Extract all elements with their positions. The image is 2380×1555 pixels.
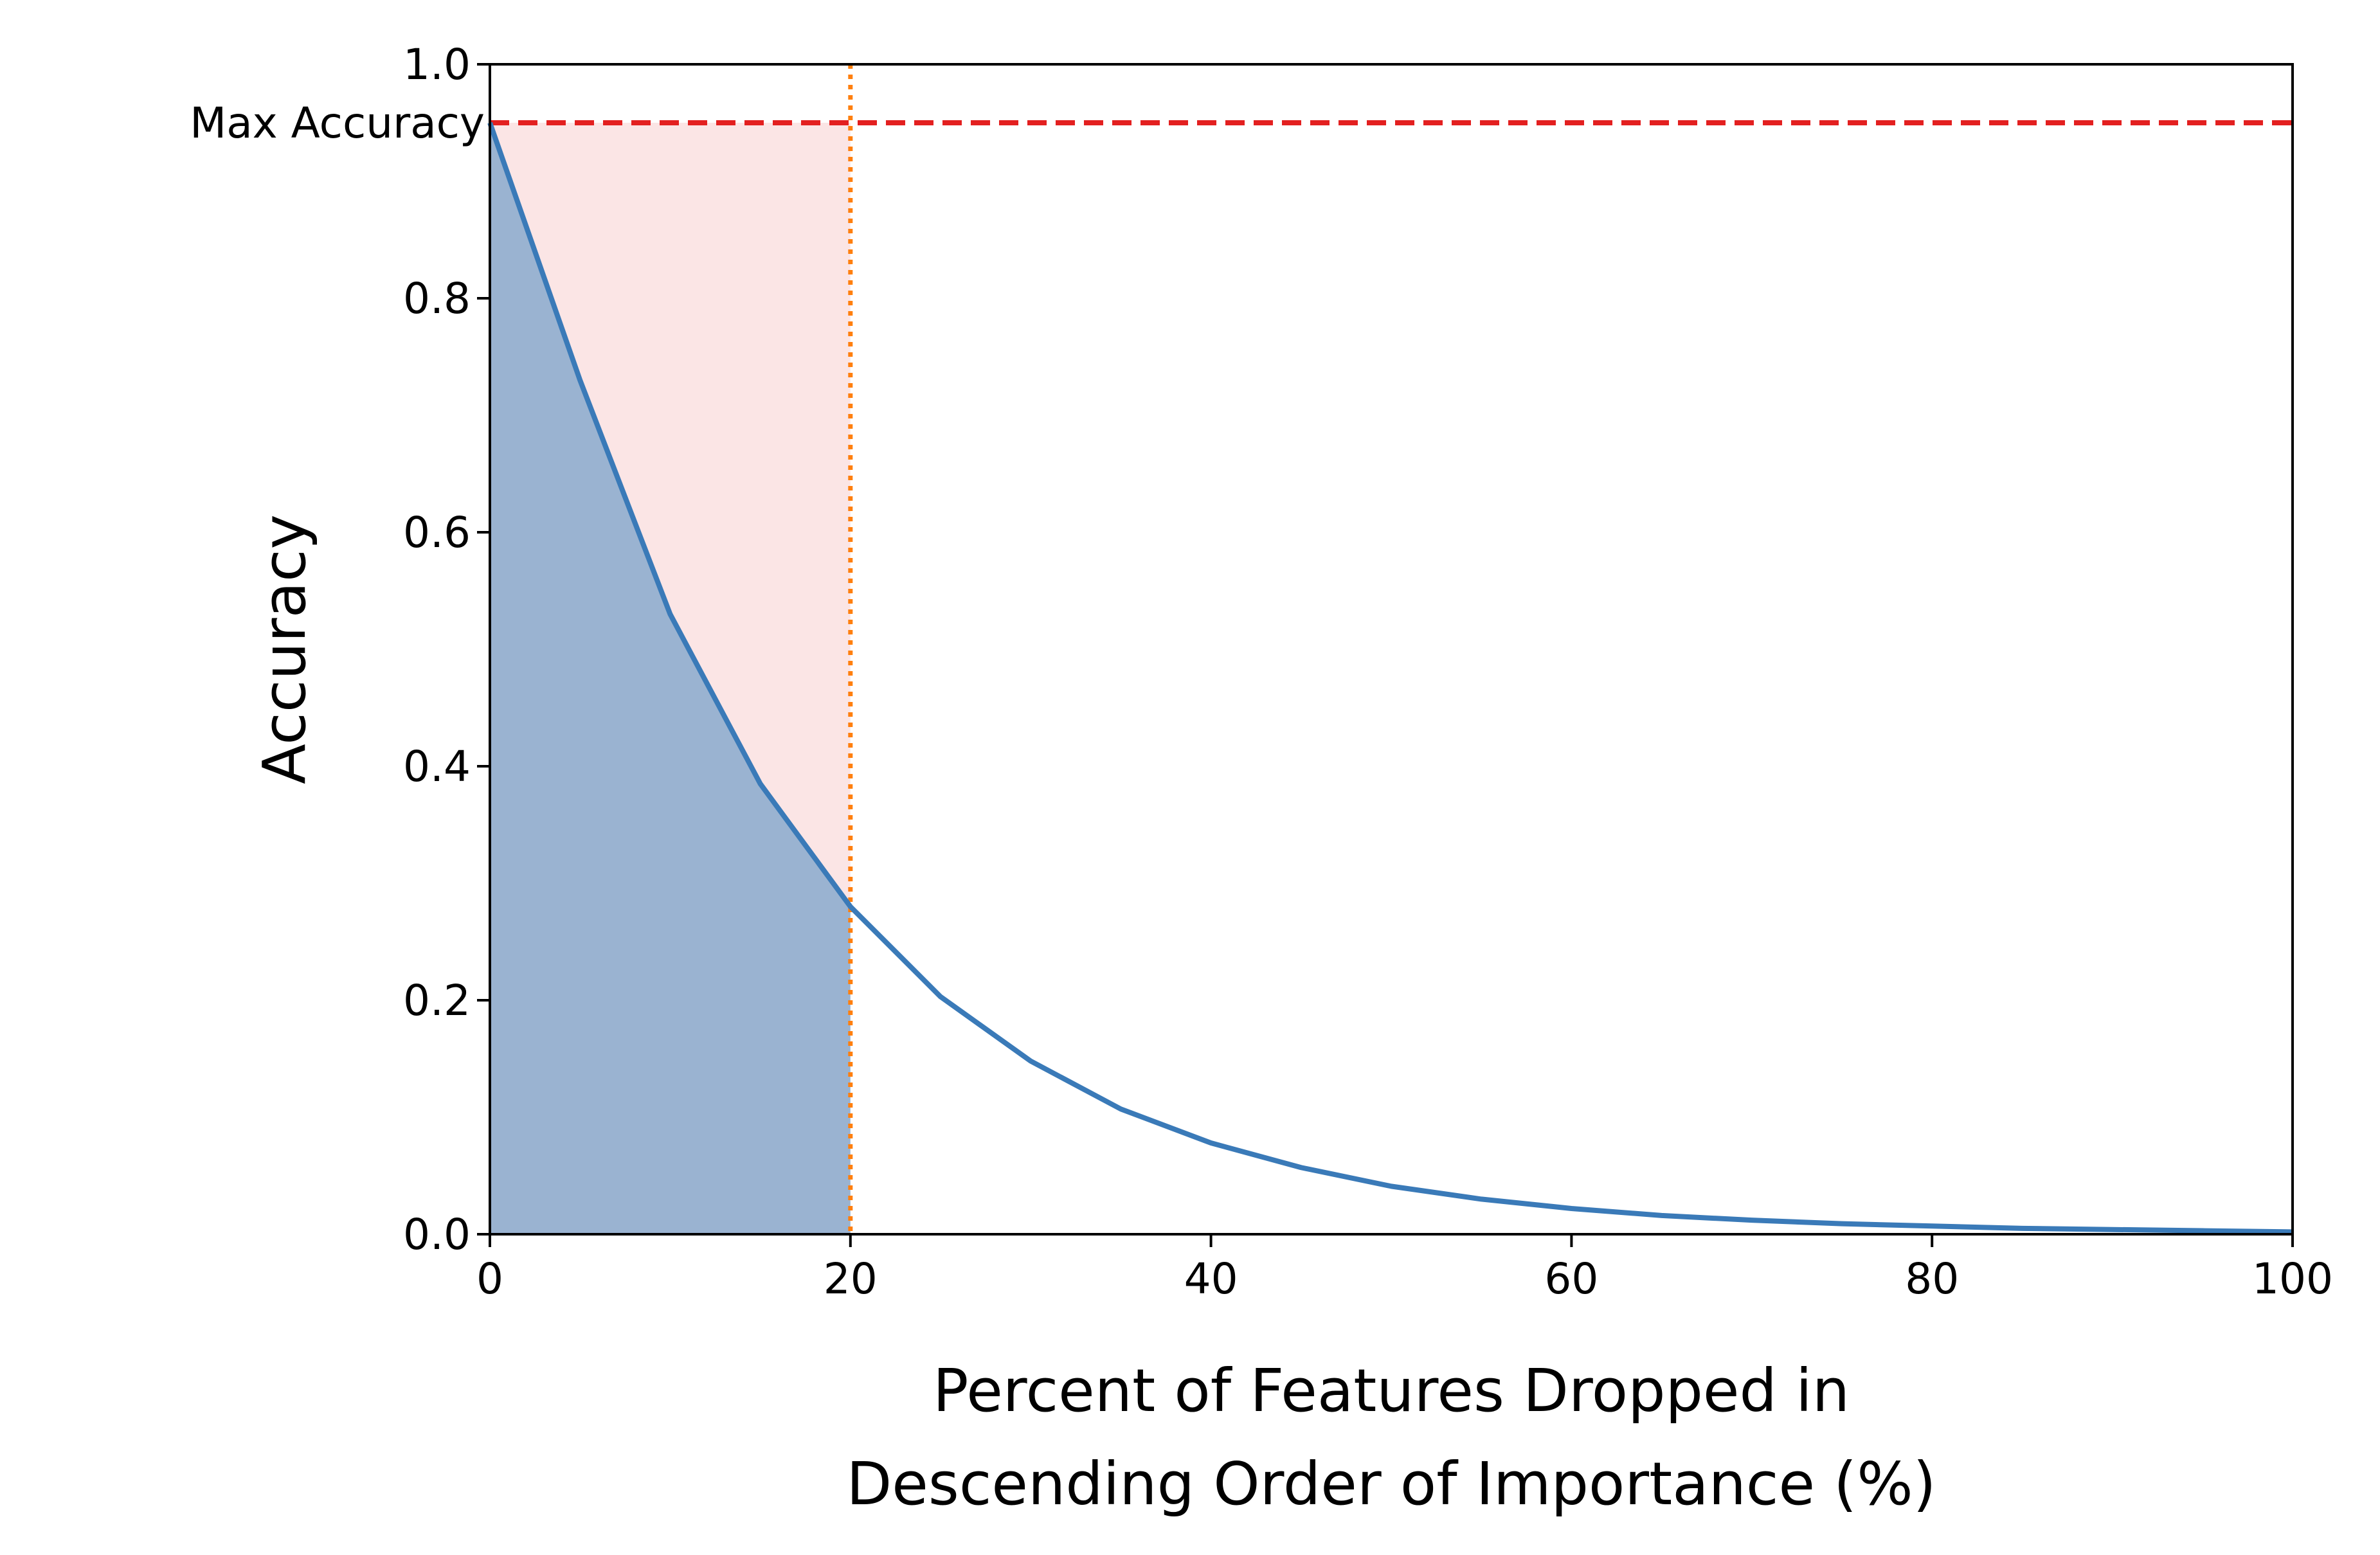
y-tick-label: 0.0 [403,1210,471,1259]
max-accuracy-label: Max Accuracy [190,98,485,148]
y-axis-title: Accuracy [250,514,319,784]
accuracy-series-line [487,121,2293,1235]
x-axis-title-line-2: Descending Order of Importance (%) [846,1450,1936,1518]
y-axis-ticks: 0.0 0.2 0.4 0.6 0.8 1.0 [403,40,490,1259]
axes-frame [489,63,2294,1236]
y-tick-label: 1.0 [403,40,471,89]
x-tick-label: 80 [1905,1254,1959,1304]
x-axis-title-line-1: Percent of Features Dropped in [933,1356,1850,1425]
x-tick-label: 100 [2252,1254,2333,1304]
y-tick-label: 0.4 [403,742,471,791]
max-accuracy-gap-area [490,123,851,907]
x-tick-label: 60 [1544,1254,1598,1304]
plot-area [487,63,2294,1236]
y-tick-label: 0.8 [403,274,471,323]
x-tick-label: 20 [824,1254,878,1304]
x-axis-ticks: 0 20 40 60 80 100 [476,1234,2333,1304]
x-tick-label: 0 [476,1254,503,1304]
y-tick-label: 0.6 [403,508,471,557]
retained-accuracy-area [490,123,851,1234]
y-tick-label: 0.2 [403,976,471,1025]
x-tick-label: 40 [1184,1254,1238,1304]
